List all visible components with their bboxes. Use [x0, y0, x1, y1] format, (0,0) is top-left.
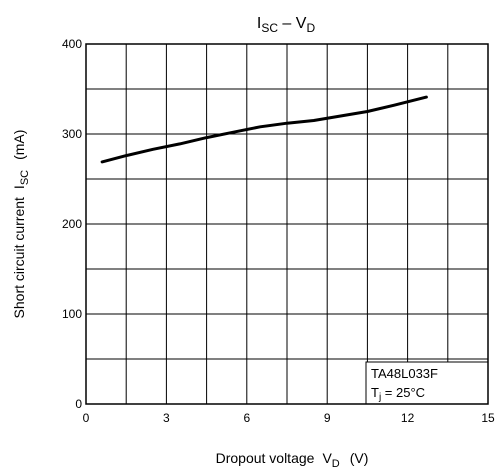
y-tick-label: 100	[62, 307, 82, 321]
x-tick-label: 12	[401, 411, 415, 425]
x-tick-label: 3	[163, 411, 170, 425]
x-tick-label: 9	[324, 411, 331, 425]
y-tick-label: 400	[62, 37, 82, 51]
y-axis-label: Short circuit currentISC(mA)	[11, 130, 31, 319]
annotation-part-number: TA48L033F	[371, 366, 438, 381]
x-tick-labels: 0 3 6 9 12 15	[83, 411, 495, 425]
y-tick-labels: 0 100 200 300 400	[62, 37, 82, 411]
plot-frame	[85, 43, 489, 405]
x-tick-label: 6	[243, 411, 250, 425]
annotation-box: TA48L033F Tj = 25°C	[365, 361, 489, 405]
y-tick-label: 200	[62, 217, 82, 231]
x-tick-label: 15	[481, 411, 495, 425]
annotation-temperature: Tj = 25°C	[371, 385, 425, 403]
grid	[85, 43, 489, 405]
y-tick-label: 0	[75, 397, 82, 411]
x-tick-label: 0	[83, 411, 90, 425]
chart-title: ISC – VD	[257, 15, 316, 35]
y-tick-label: 300	[62, 127, 82, 141]
x-axis-label: Dropout voltage VD (V)	[216, 450, 369, 470]
series-line-isc	[100, 95, 428, 164]
